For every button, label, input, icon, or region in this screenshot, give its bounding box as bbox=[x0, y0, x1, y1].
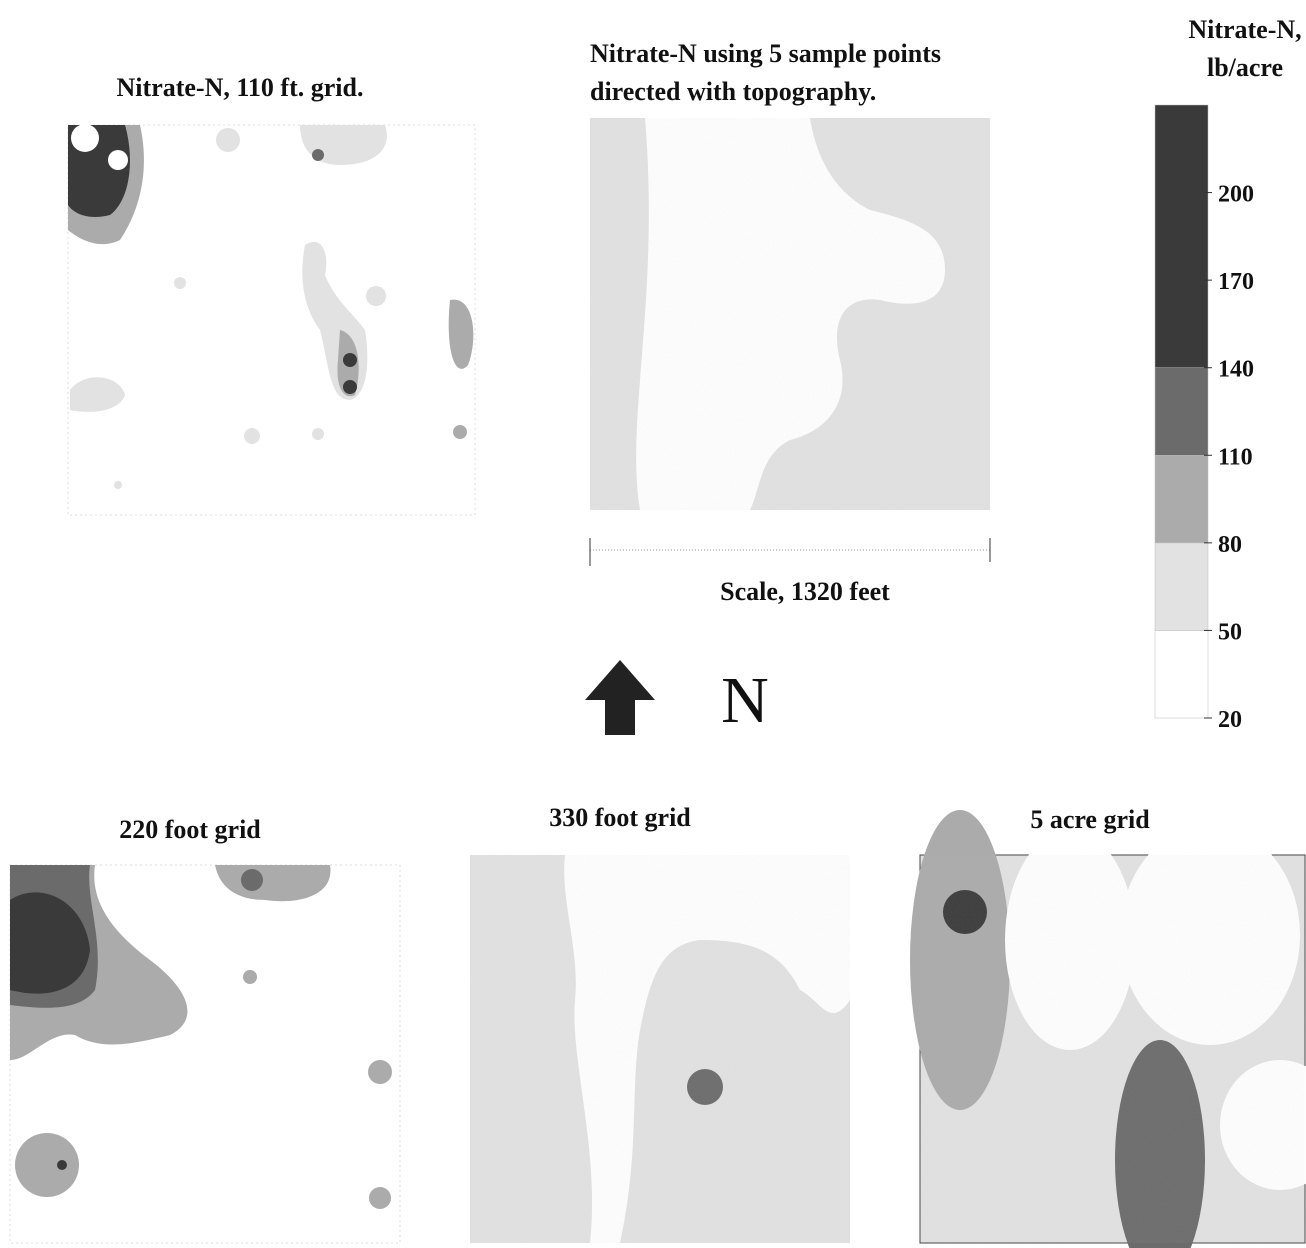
panel-title: 220 foot grid bbox=[119, 815, 261, 844]
legend-tick-label: 110 bbox=[1218, 444, 1253, 470]
legend-tick-label: 200 bbox=[1218, 182, 1254, 208]
map bbox=[10, 865, 400, 1243]
legend-tick-label: 80 bbox=[1218, 532, 1242, 558]
legend-band bbox=[1155, 455, 1208, 543]
legend-band bbox=[1155, 543, 1208, 631]
panel-title: 5 acre grid bbox=[1030, 805, 1150, 834]
legend-tick-label: 50 bbox=[1218, 619, 1242, 645]
legend-band bbox=[1155, 630, 1208, 718]
map bbox=[470, 855, 850, 1243]
panel-title: directed with topography. bbox=[590, 77, 876, 106]
figure: Nitrate-N, 110 ft. grid. Nitrate-N using… bbox=[0, 0, 1306, 1248]
scale-label: Scale, 1320 feet bbox=[720, 577, 890, 606]
scale-bar bbox=[590, 538, 990, 566]
legend: 20 50 80 110 140 170 200 bbox=[1155, 105, 1254, 733]
north-arrow bbox=[585, 660, 655, 735]
legend-tick-label: 170 bbox=[1218, 269, 1254, 295]
legend-band bbox=[1155, 105, 1208, 368]
panel-title: Nitrate-N, 110 ft. grid. bbox=[117, 73, 364, 102]
panel-title: 330 foot grid bbox=[549, 803, 691, 832]
legend-title: lb/acre bbox=[1207, 53, 1283, 82]
legend-tick-label: 140 bbox=[1218, 357, 1254, 383]
legend-band bbox=[1155, 368, 1208, 456]
north-label: N bbox=[721, 664, 769, 737]
map bbox=[68, 124, 475, 515]
map bbox=[590, 118, 990, 510]
map bbox=[910, 810, 1306, 1248]
legend-tick-label: 20 bbox=[1218, 707, 1242, 733]
legend-title: Nitrate-N, bbox=[1188, 15, 1301, 44]
panel-title: Nitrate-N using 5 sample points bbox=[590, 39, 941, 68]
